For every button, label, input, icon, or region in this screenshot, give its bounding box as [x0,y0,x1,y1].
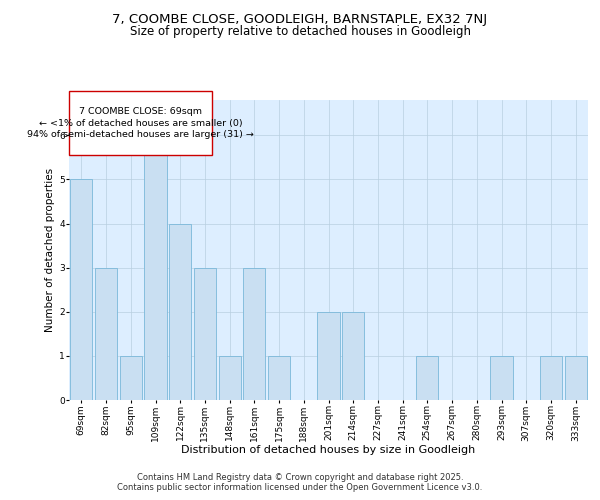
Bar [145,136,167,400]
Bar [565,356,587,400]
Bar [416,356,439,400]
FancyBboxPatch shape [70,91,212,155]
X-axis label: Distribution of detached houses by size in Goodleigh: Distribution of detached houses by size … [181,444,476,454]
Bar [70,180,92,400]
Bar [95,268,117,400]
Bar [342,312,364,400]
Bar [119,356,142,400]
Text: Size of property relative to detached houses in Goodleigh: Size of property relative to detached ho… [130,25,470,38]
Text: 7 COOMBE CLOSE: 69sqm
← <1% of detached houses are smaller (0)
94% of semi-detac: 7 COOMBE CLOSE: 69sqm ← <1% of detached … [28,107,254,140]
Bar [218,356,241,400]
Bar [490,356,512,400]
Bar [243,268,265,400]
Y-axis label: Number of detached properties: Number of detached properties [45,168,55,332]
Bar [540,356,562,400]
Bar [194,268,216,400]
Text: 7, COOMBE CLOSE, GOODLEIGH, BARNSTAPLE, EX32 7NJ: 7, COOMBE CLOSE, GOODLEIGH, BARNSTAPLE, … [112,12,488,26]
Bar [169,224,191,400]
Text: Contains HM Land Registry data © Crown copyright and database right 2025.
Contai: Contains HM Land Registry data © Crown c… [118,473,482,492]
Bar [268,356,290,400]
Bar [317,312,340,400]
